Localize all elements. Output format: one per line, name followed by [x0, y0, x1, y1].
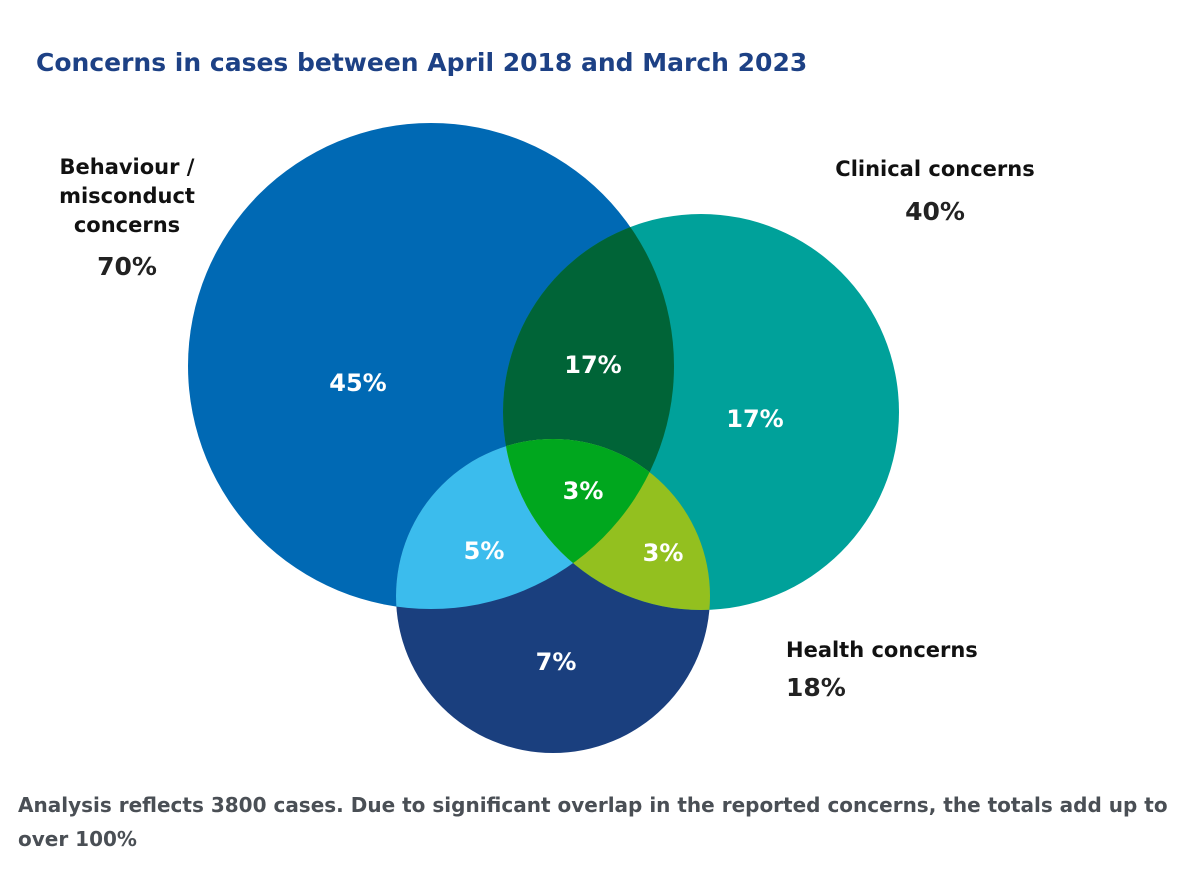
- set-name: Clinical concerns: [835, 157, 1035, 181]
- region-label: 5%: [464, 537, 505, 565]
- region-label: 45%: [329, 369, 386, 397]
- set-name: Behaviour / misconduct concerns: [59, 155, 195, 237]
- chart-title: Concerns in cases between April 2018 and…: [36, 48, 808, 77]
- region-label: 17%: [726, 405, 783, 433]
- region-label: 3%: [643, 539, 684, 567]
- region-label: 17%: [564, 351, 621, 379]
- footnote: Analysis reflects 3800 cases. Due to sig…: [18, 793, 1168, 851]
- set-name: Health concerns: [786, 638, 978, 662]
- set-value: 40%: [905, 197, 965, 226]
- region-label: 3%: [563, 477, 604, 505]
- region-label: 7%: [536, 648, 577, 676]
- set-value: 18%: [786, 673, 846, 702]
- set-value: 70%: [97, 252, 157, 281]
